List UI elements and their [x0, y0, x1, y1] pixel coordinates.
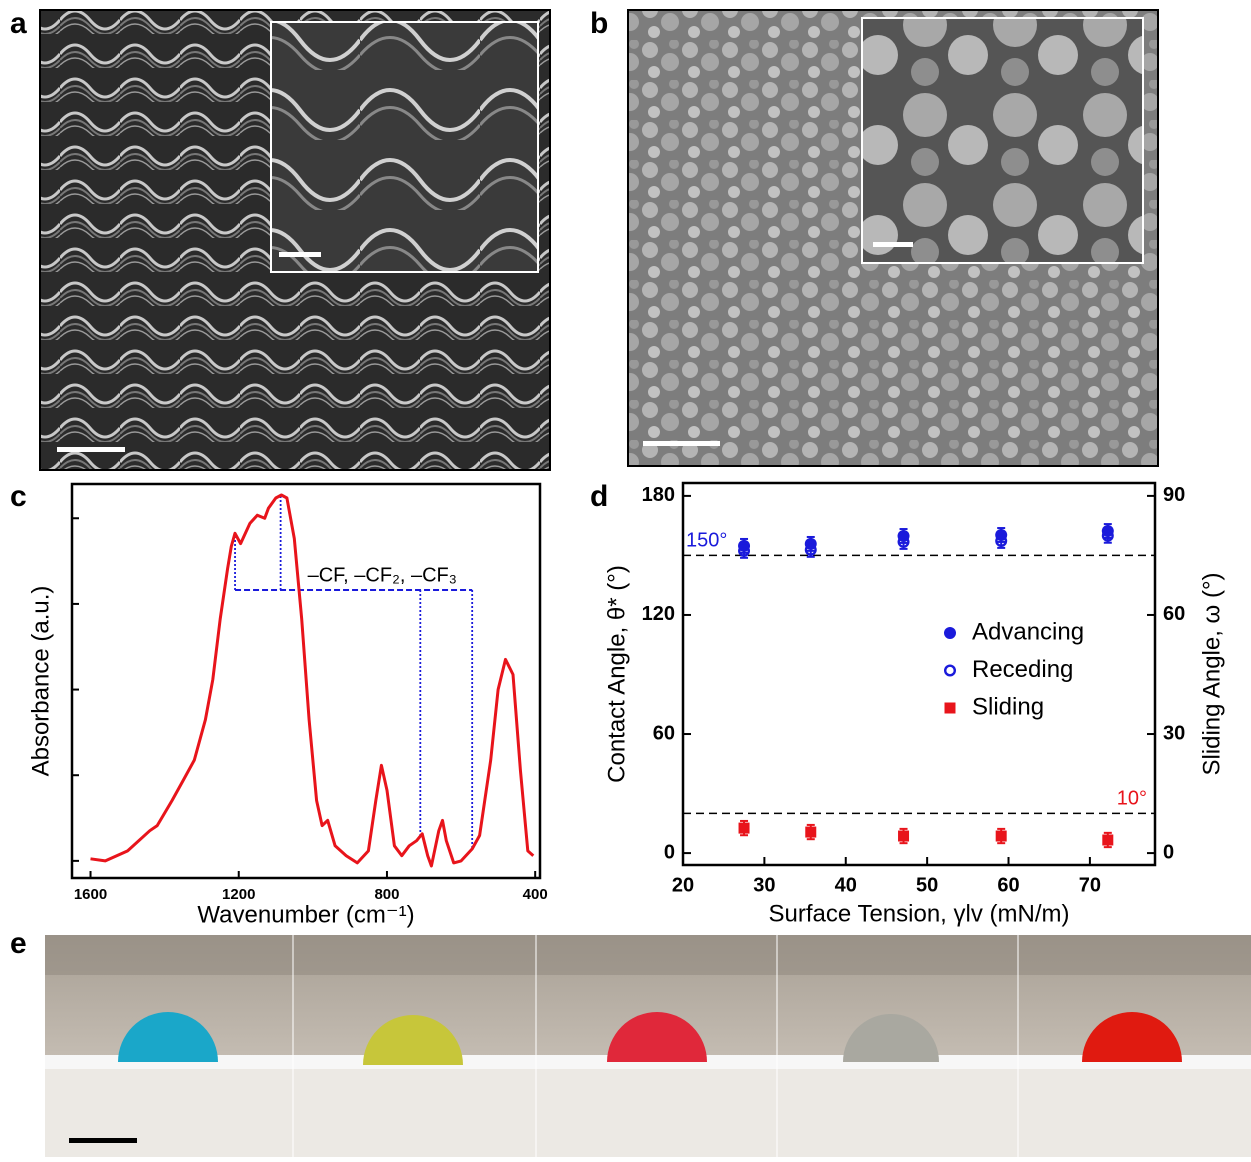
legend-marker — [945, 703, 956, 714]
reference-label: 10° — [1117, 788, 1147, 810]
y2-tick-label: 60 — [1163, 603, 1185, 625]
marker — [1102, 834, 1113, 845]
panel-label: a — [10, 7, 27, 40]
y-axis-title: Absorbance (a.u.) — [27, 586, 54, 777]
spectrum-line — [91, 495, 534, 866]
annotation: –CF, –CF₂, –CF₃ — [308, 564, 457, 586]
legend-label: Advancing — [972, 618, 1084, 645]
legend-marker — [944, 627, 956, 639]
panel-a — [40, 10, 550, 470]
x-tick-label: 60 — [997, 874, 1019, 896]
scale-bar — [57, 447, 125, 452]
marker — [996, 831, 1007, 842]
x-tick-label: 70 — [1079, 874, 1101, 896]
figure: abcde16001200800400Wavenumber (cm⁻¹)Abso… — [0, 0, 1251, 1157]
x-tick-label: 20 — [672, 874, 694, 896]
marker — [805, 827, 816, 838]
y2-axis-title: Sliding Angle, ω (°) — [1198, 572, 1225, 775]
y2-tick-label: 0 — [1163, 841, 1174, 863]
panel-label: e — [10, 927, 27, 960]
marker — [898, 831, 909, 842]
y-tick-label: 0 — [664, 841, 675, 863]
x-axis-title: Wavenumber (cm⁻¹) — [197, 901, 414, 928]
inset-image — [271, 22, 538, 272]
scale-bar — [643, 441, 720, 446]
scale-bar — [279, 252, 321, 257]
substrate — [45, 1062, 1251, 1157]
marker — [739, 823, 750, 834]
y-axis-title: Contact Angle, θ* (°) — [603, 565, 630, 783]
x-axis-title: Surface Tension, γlv (mN/m) — [769, 900, 1070, 927]
y-tick-label: 120 — [642, 603, 675, 625]
y2-tick-label: 30 — [1163, 722, 1185, 744]
photo-shade — [45, 935, 1251, 975]
y-tick-label: 60 — [653, 722, 675, 744]
x-tick-label: 1600 — [74, 886, 107, 903]
panel-b — [628, 10, 1158, 466]
reference-label: 150° — [686, 530, 727, 552]
plot-frame — [683, 483, 1155, 865]
panel-label: b — [590, 7, 608, 40]
y2-tick-label: 90 — [1163, 484, 1185, 506]
y-tick-label: 180 — [642, 484, 675, 506]
panel-e — [45, 935, 1251, 1157]
panel-label: c — [10, 480, 27, 513]
x-tick-label: 30 — [753, 874, 775, 896]
x-tick-label: 50 — [916, 874, 938, 896]
scale-bar — [69, 1138, 137, 1143]
scale-bar — [873, 242, 913, 247]
x-tick-label: 400 — [523, 886, 548, 903]
x-tick-label: 40 — [835, 874, 857, 896]
legend-marker — [945, 666, 955, 676]
legend-label: Receding — [972, 656, 1073, 683]
panel-label: d — [590, 480, 608, 513]
inset-image — [862, 18, 1143, 263]
legend-label: Sliding — [972, 693, 1044, 720]
